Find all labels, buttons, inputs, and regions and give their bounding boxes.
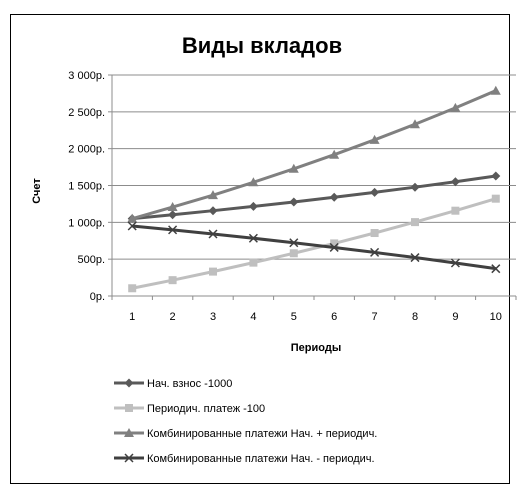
marker-stroke xyxy=(208,229,218,239)
y-tick-label: 3 000р. xyxy=(68,70,105,82)
data-point xyxy=(167,202,178,212)
x-tick-label: 7 xyxy=(372,311,378,323)
series xyxy=(127,85,501,293)
data-point xyxy=(369,134,380,144)
x-tick-label: 1 xyxy=(129,311,135,323)
x-tick-label: 2 xyxy=(170,311,176,323)
marker-stroke xyxy=(329,242,339,252)
data-point xyxy=(249,258,258,267)
series-2 xyxy=(128,194,500,293)
data-point xyxy=(370,187,380,197)
marker-stroke xyxy=(248,233,258,243)
data-point xyxy=(329,149,340,159)
data-point xyxy=(289,238,299,248)
series-line xyxy=(132,174,497,221)
marker-stroke xyxy=(289,238,299,248)
y-tick-label: 1 500р. xyxy=(68,181,105,193)
data-point xyxy=(491,171,501,181)
marker-stroke xyxy=(450,258,460,268)
data-point xyxy=(329,242,339,252)
data-point xyxy=(168,225,178,235)
legend-label: Периодич. платеж -100 xyxy=(147,403,265,415)
legend-marker xyxy=(124,378,134,388)
x-axis-label: Периоды xyxy=(291,342,341,354)
data-point xyxy=(208,190,218,200)
data-point xyxy=(289,197,299,207)
legend-item-1: Нач. взнос -1000 xyxy=(114,378,232,390)
x-tick-label: 6 xyxy=(331,311,337,323)
legend: Нач. взнос -1000 Периодич. платеж -100 Ком… xyxy=(114,378,377,465)
data-point xyxy=(410,253,420,263)
legend-item-4: Комбинированные платежи Нач. - периодич. xyxy=(114,453,375,465)
x-tick-label: 4 xyxy=(250,311,256,323)
legend-marker xyxy=(124,453,134,463)
data-point xyxy=(248,177,259,187)
x-tick-label: 9 xyxy=(452,311,458,323)
x-tick-label: 3 xyxy=(210,311,216,323)
series-3 xyxy=(127,85,501,223)
data-point xyxy=(410,119,420,129)
data-point xyxy=(490,85,501,95)
series-line xyxy=(131,197,497,290)
data-point xyxy=(491,194,500,203)
legend-marker xyxy=(125,404,133,412)
series-1 xyxy=(127,171,501,224)
data-point xyxy=(450,102,461,112)
data-point xyxy=(289,249,298,258)
y-tick-label: 1 000р. xyxy=(68,217,105,229)
data-point xyxy=(450,258,460,268)
series-line xyxy=(131,89,497,221)
data-point xyxy=(451,206,460,215)
legend-item-2: Периодич. платеж -100 xyxy=(114,403,265,415)
y-tick-label: 500р. xyxy=(77,254,105,266)
chart-frame xyxy=(10,14,510,484)
y-axis-label: Счет xyxy=(31,178,43,204)
y-tick-label: 2 500р. xyxy=(68,107,105,119)
y-tick-label: 2 000р. xyxy=(68,144,105,156)
x-tick-labels: 1 2 3 4 5 6 7 8 9 10 xyxy=(129,311,502,323)
x-tick-label: 8 xyxy=(412,311,418,323)
marker-stroke xyxy=(370,247,380,257)
legend-item-3: Комбинированные платежи Нач. + периодич. xyxy=(114,428,377,440)
x-tick-label: 10 xyxy=(490,311,502,323)
axes xyxy=(108,74,517,300)
x-tick-label: 5 xyxy=(291,311,297,323)
y-tick-labels: 0р. 500р. 1 000р. 1 500р. 2 000р. 2 500р. 3 00… xyxy=(68,70,105,303)
data-point xyxy=(248,233,258,243)
marker-stroke xyxy=(491,264,501,274)
legend-label: Комбинированные платежи Нач. + периодич. xyxy=(147,428,377,440)
data-point xyxy=(209,267,217,276)
series-line xyxy=(132,224,497,271)
grid xyxy=(112,74,516,260)
legend-label: Комбинированные платежи Нач. - периодич. xyxy=(147,453,375,465)
data-point xyxy=(208,229,218,239)
data-point xyxy=(168,210,178,220)
data-point xyxy=(491,264,501,274)
data-point xyxy=(127,213,138,223)
data-point xyxy=(127,221,137,231)
data-point xyxy=(128,284,137,293)
marker-stroke xyxy=(127,221,137,231)
marker-stroke xyxy=(168,225,178,235)
series-4 xyxy=(127,221,501,274)
data-point xyxy=(329,192,339,202)
data-point xyxy=(248,201,258,211)
chart-title: Виды вкладов xyxy=(182,33,342,58)
legend-marker xyxy=(124,428,134,437)
y-tick-label: 0р. xyxy=(90,291,105,303)
data-point xyxy=(288,163,299,173)
data-point xyxy=(450,177,460,187)
legend-label: Нач. взнос -1000 xyxy=(147,378,232,390)
data-point xyxy=(370,247,380,257)
data-point xyxy=(330,239,339,248)
data-point xyxy=(168,276,177,285)
data-point xyxy=(410,182,420,192)
data-point xyxy=(208,206,218,216)
marker-stroke xyxy=(124,453,134,463)
data-point xyxy=(370,229,379,238)
marker-stroke xyxy=(410,253,420,263)
data-point xyxy=(411,218,419,227)
